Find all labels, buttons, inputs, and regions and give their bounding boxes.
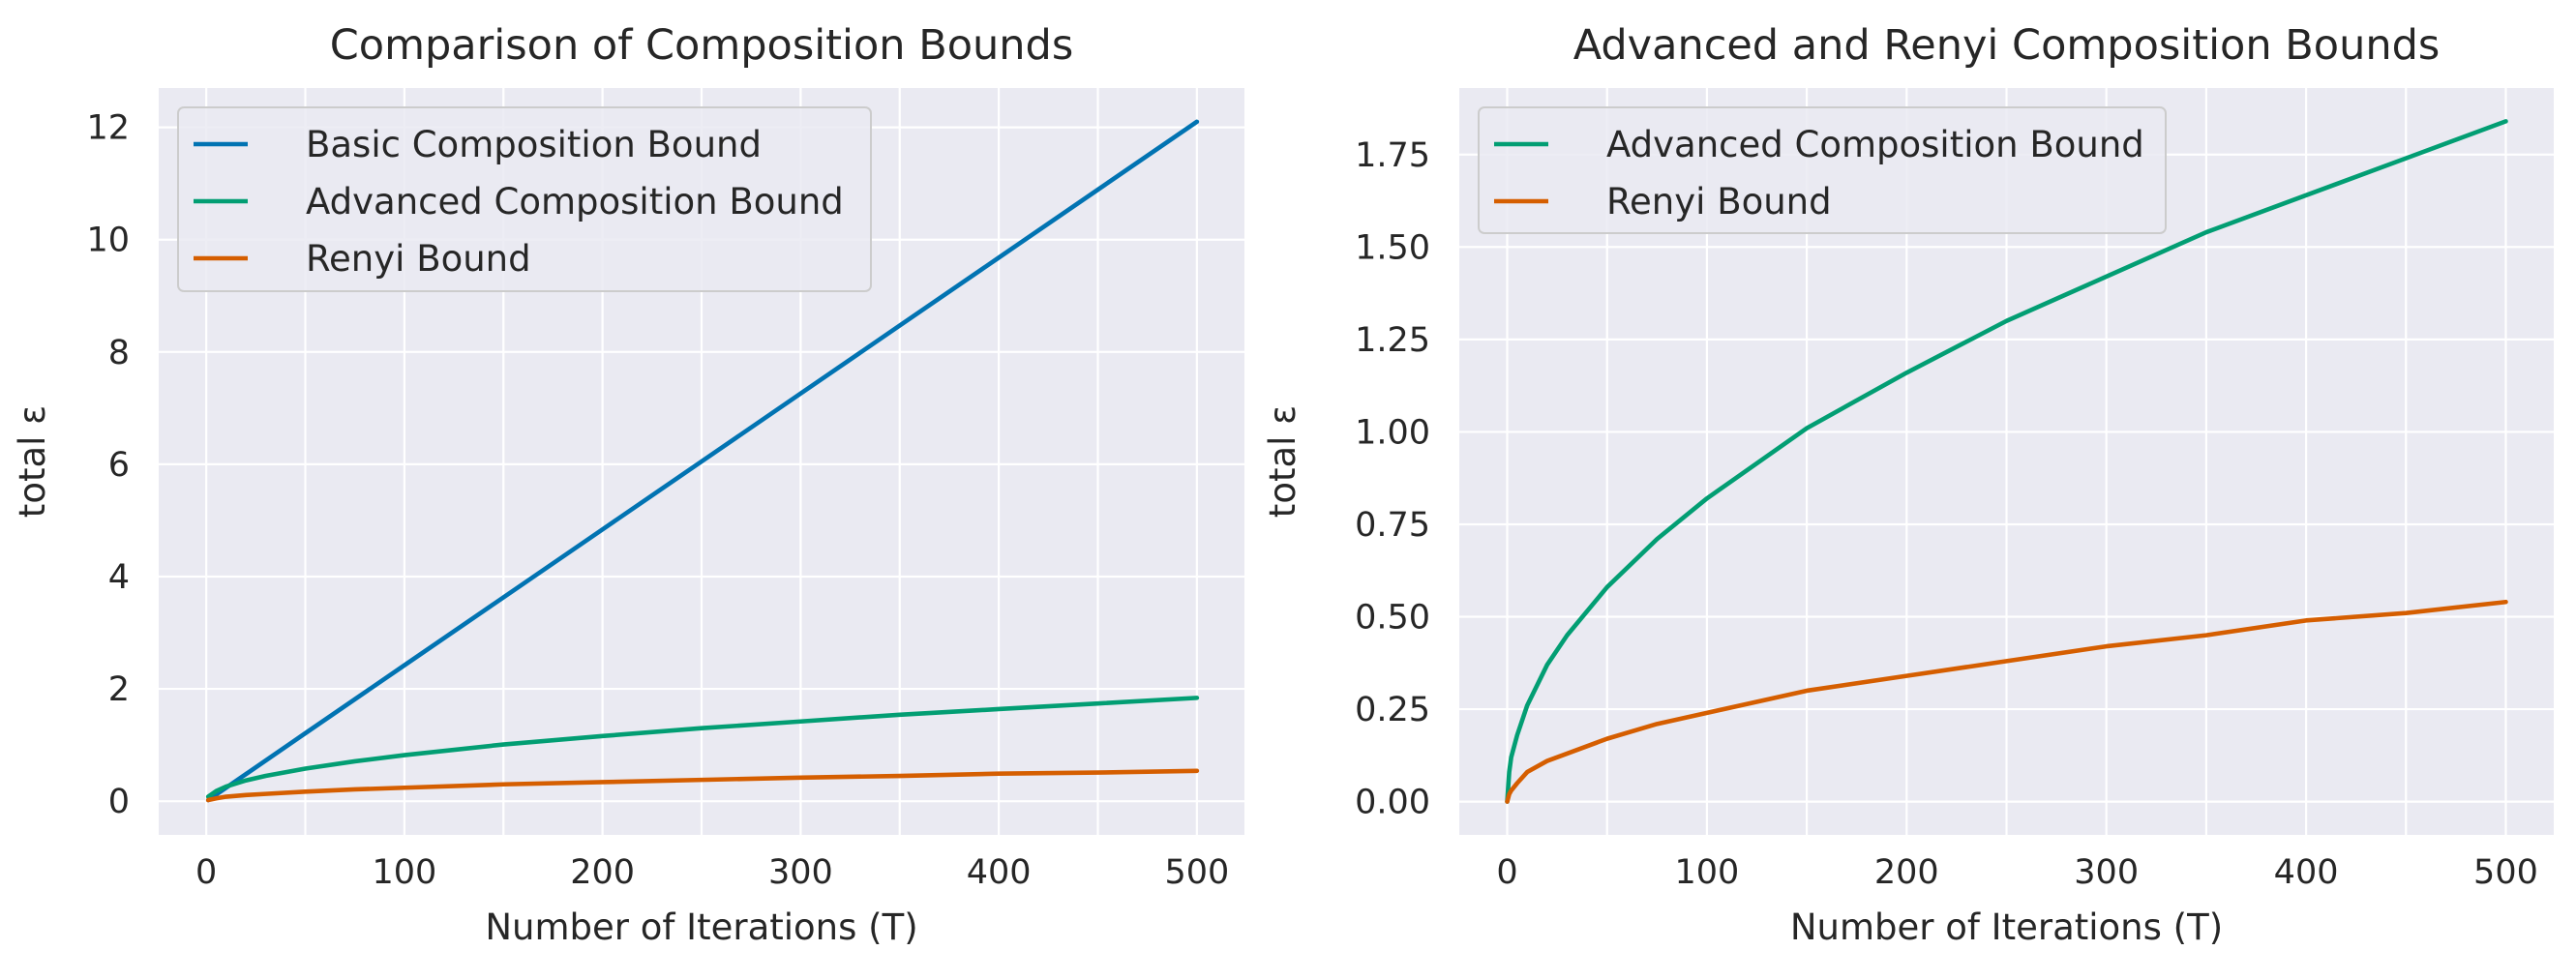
chart-panel-comparison: 0 100 200 300 400 500 0 2 4 6 8 10 12 Comparison of…: [12, 21, 1244, 948]
y-tick-label: 1.00: [1355, 413, 1430, 452]
x-tick-labels: 0 100 200 300 400 500: [195, 853, 1229, 892]
y-tick-label: 10: [86, 222, 130, 260]
y-tick-label: 6: [108, 446, 130, 485]
x-tick-label: 100: [1675, 853, 1740, 892]
x-tick-label: 400: [2274, 853, 2339, 892]
x-tick-label: 0: [195, 853, 217, 892]
x-tick-label: 300: [2074, 853, 2139, 892]
x-axis-label: Number of Iterations (T): [1790, 906, 2223, 948]
legend-label-renyi-bound: Renyi Bound: [1606, 181, 1832, 223]
y-tick-label: 0: [108, 783, 130, 821]
y-tick-label: 0.25: [1355, 691, 1430, 729]
chart-panel-advanced-renyi: 0 100 200 300 400 500 0.00 0.25 0.50 0.75 1.00 1.2…: [1262, 21, 2554, 948]
x-tick-label: 500: [2473, 853, 2538, 892]
legend: Advanced Composition Bound Renyi Bound: [1478, 106, 2167, 234]
y-tick-labels: 0 2 4 6 8 10 12: [86, 109, 130, 822]
y-tick-label: 1.50: [1355, 228, 1430, 267]
legend-frame: [177, 106, 872, 292]
y-tick-label: 1.75: [1355, 136, 1430, 175]
x-tick-label: 300: [768, 853, 833, 892]
legend-entries: Advanced Composition Bound Renyi Bound: [1494, 124, 2144, 223]
x-tick-labels: 0 100 200 300 400 500: [1496, 853, 2537, 892]
series-line-basic-composition-bound: [205, 119, 1200, 803]
x-tick-label: 200: [1874, 853, 1939, 892]
series-line-renyi-bound: [205, 768, 1200, 803]
y-tick-label: 12: [86, 109, 130, 148]
x-axis-label: Number of Iterations (T): [485, 906, 917, 948]
chart-title: Advanced and Renyi Composition Bounds: [1573, 21, 2441, 70]
legend-frame: [1478, 106, 2167, 234]
y-tick-labels: 0.00 0.25 0.50 0.75 1.00 1.25 1.50 1.75: [1355, 136, 1430, 822]
x-tick-label: 100: [372, 853, 436, 892]
x-tick-label: 500: [1164, 853, 1229, 892]
y-tick-label: 0.00: [1355, 784, 1430, 822]
series-line-advanced-composition-bound: [205, 696, 1200, 799]
legend-label-advanced-composition-bound: Advanced Composition Bound: [1606, 124, 2144, 165]
legend-label-renyi-bound: Renyi Bound: [306, 238, 531, 280]
y-tick-label: 4: [108, 558, 130, 597]
y-axis-label: total ε: [1262, 405, 1303, 518]
y-tick-label: 1.25: [1355, 321, 1430, 360]
x-tick-label: 0: [1496, 853, 1517, 892]
x-tick-label: 400: [967, 853, 1032, 892]
series-line-advanced-composition-bound: [1505, 119, 2508, 804]
legend: Basic Composition Bound Advanced Composit…: [177, 106, 872, 292]
chart-title: Comparison of Composition Bounds: [330, 21, 1073, 70]
series-lines: [205, 119, 1200, 803]
legend-label-advanced-composition-bound: Advanced Composition Bound: [306, 181, 844, 223]
y-tick-label: 8: [108, 334, 130, 372]
series-line-renyi-bound: [1505, 599, 2508, 804]
y-tick-label: 0.50: [1355, 599, 1430, 638]
legend-entries: Basic Composition Bound Advanced Composit…: [194, 124, 844, 280]
gridlines: [1459, 88, 2554, 835]
y-tick-label: 0.75: [1355, 506, 1430, 545]
legend-label-basic-composition-bound: Basic Composition Bound: [306, 124, 762, 165]
y-tick-label: 2: [108, 670, 130, 709]
x-tick-label: 200: [570, 853, 635, 892]
y-axis-label: total ε: [12, 405, 53, 518]
series-lines: [1505, 119, 2508, 804]
